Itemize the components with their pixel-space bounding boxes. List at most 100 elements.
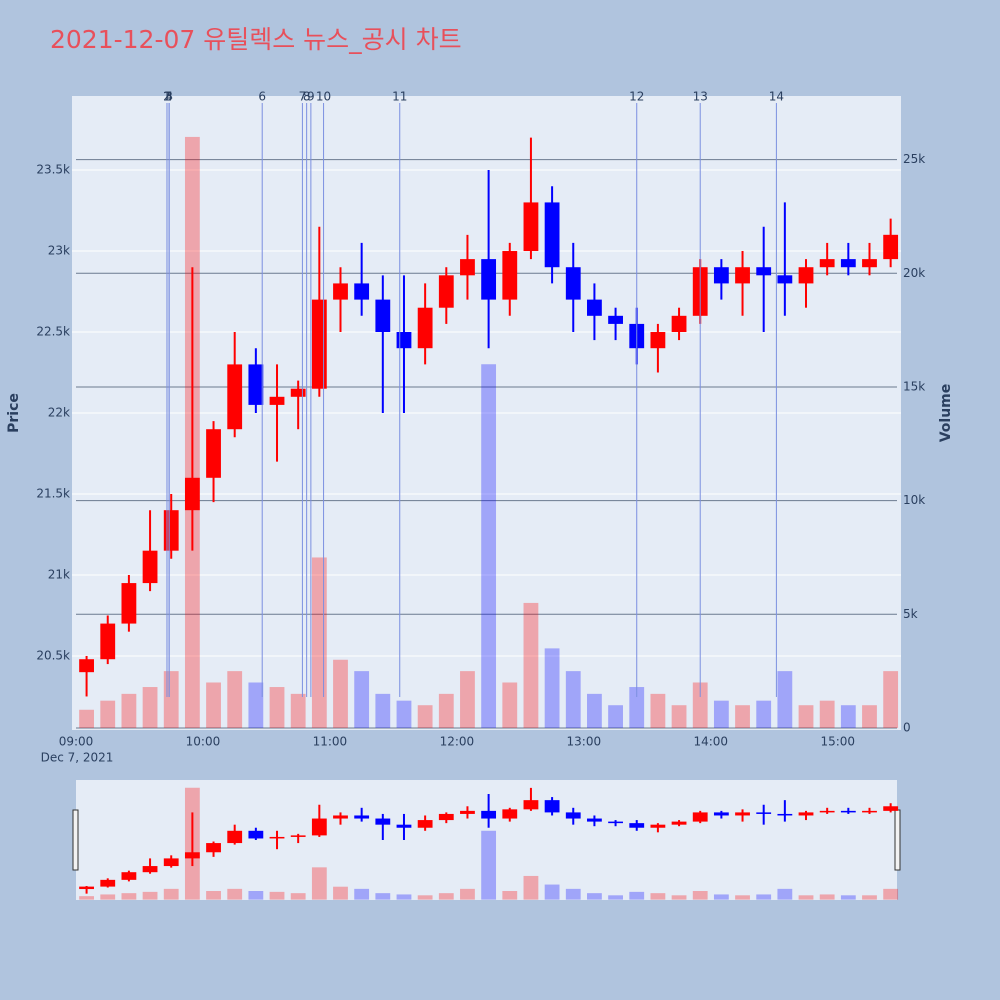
volume-bar [798, 705, 814, 728]
candle-body [227, 364, 243, 430]
candle-body [142, 550, 158, 584]
candle-body [79, 886, 94, 890]
y-tick-label: 23.5k [36, 163, 70, 177]
candle-body [481, 259, 497, 300]
candle-body [819, 810, 835, 813]
x-tick-label: 12:00 [440, 735, 475, 749]
x-tick-label: 11:00 [313, 735, 348, 749]
candle-body [650, 332, 666, 349]
news-label: 1 [163, 90, 171, 104]
candle-body [311, 299, 327, 389]
y2-tick-label: 0 [903, 720, 911, 734]
volume-bar [354, 888, 370, 900]
volume-bar [713, 894, 729, 900]
news-label: 6 [258, 90, 266, 104]
volume-bar [735, 705, 750, 728]
volume-bar [862, 705, 877, 728]
volume-bar [608, 705, 623, 728]
candle-body [269, 836, 285, 839]
volume-bar [163, 671, 179, 728]
candle-body [735, 812, 750, 816]
news-label: 12 [629, 90, 644, 104]
candle-body [587, 818, 602, 822]
volume-bar [121, 693, 137, 728]
news-label: 13 [693, 90, 708, 104]
volume-bar [248, 891, 264, 900]
y-tick-label: 20.5k [36, 648, 70, 662]
range-slider[interactable] [76, 780, 897, 900]
candle-body [502, 251, 518, 300]
volume-bar [100, 894, 116, 900]
volume-bar [227, 888, 243, 900]
y2-tick-label: 25k [903, 152, 925, 166]
candle-body [206, 429, 221, 478]
volume-bar [777, 671, 793, 728]
volume-bar [565, 671, 581, 728]
volume-bar [587, 893, 602, 900]
candle-body [840, 259, 856, 268]
slider-handle[interactable] [894, 809, 901, 871]
candle-body [333, 283, 348, 300]
volume-bar [142, 687, 158, 728]
volume-bar [587, 693, 602, 728]
volume-bar [819, 894, 835, 900]
volume-bar [438, 893, 454, 900]
candle-body [121, 583, 137, 624]
volume-bar [756, 700, 772, 728]
volume-bar [121, 893, 137, 900]
candle-body [396, 332, 412, 349]
news-label: 11 [392, 90, 407, 104]
volume-bar [375, 893, 391, 900]
candle-body [121, 872, 137, 880]
candle-body [819, 259, 835, 268]
volume-bar [883, 671, 899, 728]
candle-body [862, 259, 877, 268]
volume-bar [269, 891, 285, 900]
candle-body [502, 809, 518, 819]
chart-title: 2021-12-07 유틸렉스 뉴스_공시 차트 [50, 25, 462, 54]
candle-body [460, 259, 475, 276]
candle-body [565, 812, 581, 819]
news-label: 7 [299, 90, 307, 104]
candle-body [290, 388, 306, 397]
y-tick-label: 23k [48, 244, 70, 258]
candle-body [840, 810, 856, 813]
candle-body [587, 299, 602, 316]
candle-body [354, 815, 370, 819]
volume-bar [523, 875, 539, 900]
volume-bar [671, 705, 687, 728]
candle-body [608, 821, 623, 824]
candle-body [798, 812, 814, 816]
candle-body [184, 477, 200, 511]
candle-body [248, 364, 264, 405]
news-label: 9 [307, 90, 315, 104]
volume-bar [629, 891, 645, 900]
candle-body [756, 812, 772, 814]
candle-body [163, 510, 179, 551]
candle-body [184, 852, 200, 859]
candle-body [777, 275, 793, 284]
volume-bar [544, 648, 560, 728]
volume-bar [460, 671, 475, 728]
volume-bar [883, 888, 899, 900]
volume-bar [735, 895, 750, 900]
candle-body [713, 267, 729, 284]
candle-body [248, 830, 264, 839]
volume-bar [756, 894, 772, 900]
candle-body [523, 800, 539, 810]
candle-body [692, 812, 708, 822]
volume-bar [862, 895, 877, 900]
news-label: 3 [165, 90, 173, 104]
volume-bar [629, 687, 645, 728]
volume-bar [650, 693, 666, 728]
news-label: 10 [316, 90, 331, 104]
volume-bar [206, 682, 221, 728]
slider-handle[interactable] [72, 809, 79, 871]
candle-body [544, 202, 560, 268]
candle-body [100, 623, 116, 660]
volume-bar [840, 895, 856, 900]
volume-bar [333, 659, 348, 728]
volume-bar [417, 895, 433, 900]
x-tick-label: 15:00 [820, 735, 855, 749]
volume-bar [777, 888, 793, 900]
